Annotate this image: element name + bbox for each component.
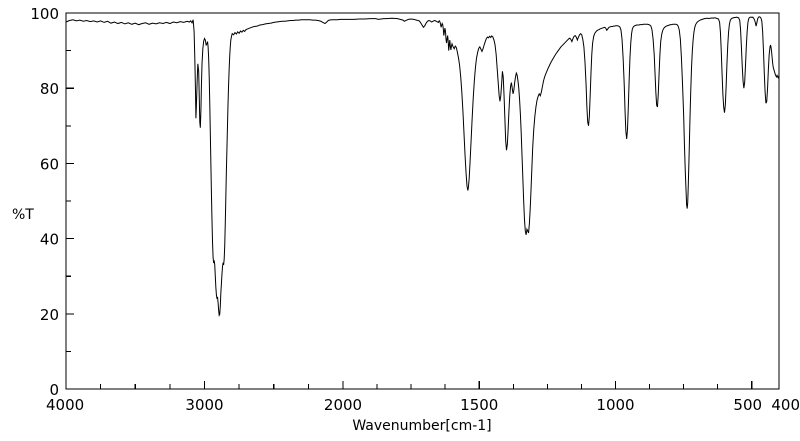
x-axis-tick-labels: 4000 3000 2000 1500 1000 500 400 <box>46 396 800 414</box>
y-tick-label: 40 <box>40 231 59 249</box>
plot-frame <box>65 12 780 390</box>
x-tick-label: 3000 <box>185 396 223 414</box>
x-tick-label: 500 <box>733 396 762 414</box>
y-axis-tick-labels: 0 20 40 60 80 100 <box>30 5 59 399</box>
x-tick-label: 2000 <box>324 396 362 414</box>
y-tick-label: 60 <box>40 155 59 173</box>
x-axis-title: Wavenumber[cm-1] <box>352 418 491 434</box>
y-axis-ticks <box>66 12 74 390</box>
x-tick-label: 4000 <box>46 396 84 414</box>
y-tick-label: 100 <box>30 5 59 23</box>
x-axis-ticks <box>65 381 780 389</box>
y-axis-title: %T <box>12 207 34 223</box>
y-tick-label: 80 <box>40 80 59 98</box>
x-tick-label: 1000 <box>596 396 634 414</box>
y-tick-label: 20 <box>40 306 59 324</box>
y-tick-label: 0 <box>49 381 59 399</box>
x-tick-label: 1500 <box>460 396 498 414</box>
spectrum-trace <box>65 16 780 318</box>
x-tick-label: 400 <box>771 396 800 414</box>
plot-border <box>65 12 780 390</box>
